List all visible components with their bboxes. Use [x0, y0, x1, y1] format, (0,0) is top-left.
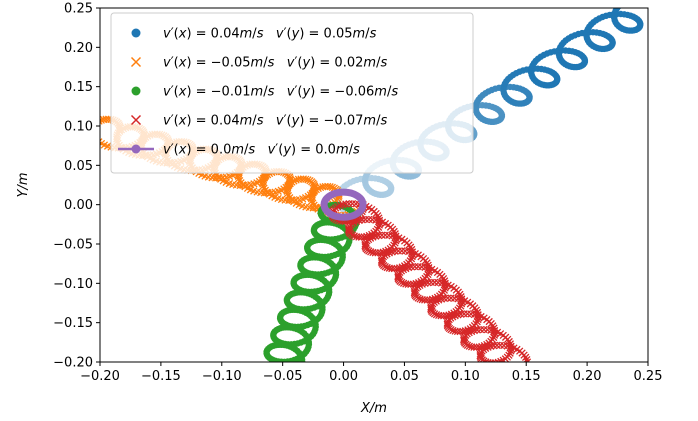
y-tick-label: 0.10 — [64, 120, 93, 135]
point — [467, 343, 476, 351]
y-tick-label: −0.20 — [53, 356, 93, 371]
point — [624, 0, 630, 4]
point — [658, 0, 664, 2]
y-tick-label: −0.10 — [53, 277, 93, 292]
point — [328, 183, 336, 191]
x-tick-label: 0.10 — [451, 369, 480, 384]
x-tick-label: 0.00 — [329, 369, 358, 384]
point — [100, 138, 103, 146]
legend-label: v′(x) = 0.0m/s v′(y) = 0.0m/s — [163, 143, 360, 158]
y-tick-label: 0.00 — [64, 198, 93, 213]
point — [418, 296, 426, 304]
point — [660, 0, 666, 3]
x-tick-label: −0.10 — [202, 369, 242, 384]
point — [631, 0, 637, 1]
point — [451, 327, 459, 335]
point — [402, 280, 410, 288]
point — [489, 359, 497, 362]
x-axis-label: X/m — [360, 401, 387, 416]
point — [664, 1, 670, 7]
point — [385, 264, 394, 272]
legend-marker — [130, 56, 142, 68]
y-tick-label: −0.05 — [53, 238, 93, 253]
x-tick-label: 0.15 — [512, 369, 541, 384]
legend-marker — [130, 114, 142, 126]
point — [618, 1, 624, 7]
series-5 — [320, 188, 367, 221]
point — [310, 186, 318, 194]
legend-entry: v′(x) = −0.05m/s v′(y) = 0.02m/s — [130, 56, 387, 71]
legend-entry: v′(x) = −0.01m/s v′(y) = −0.06m/s — [131, 85, 398, 100]
x-tick-label: 0.25 — [634, 369, 663, 384]
legend-label: v′(x) = −0.01m/s v′(y) = −0.06m/s — [163, 85, 398, 100]
y-tick-label: −0.15 — [53, 316, 93, 331]
plot-frame — [99, 7, 649, 363]
point — [663, 0, 669, 6]
legend-marker — [131, 144, 141, 154]
point — [662, 0, 668, 4]
x-tick-label: 0.20 — [573, 369, 602, 384]
point — [523, 358, 532, 362]
legend-label: v′(x) = −0.05m/s v′(y) = 0.02m/s — [163, 56, 387, 71]
point — [497, 357, 505, 362]
point — [621, 0, 627, 5]
series-line — [320, 188, 367, 221]
point — [655, 0, 661, 1]
ticks-layer: −0.20 −0.15 −0.10 −0.05 0.00 0.05 0.10 0.15 0.20… — [53, 2, 662, 385]
legend-entry: v′(x) = 0.04m/s v′(y) = −0.07m/s — [130, 114, 387, 129]
point — [484, 358, 492, 362]
legend-label: v′(x) = 0.04m/s v′(y) = −0.07m/s — [163, 114, 387, 129]
point — [352, 233, 361, 241]
legend-box — [110, 12, 474, 174]
y-tick-label: 0.15 — [64, 80, 93, 95]
point — [100, 118, 101, 126]
legend: v′(x) = 0.04m/s v′(y) = 0.05m/s v′(x) = −… — [110, 12, 474, 174]
y-tick-label: 0.20 — [64, 41, 93, 56]
point — [100, 136, 101, 143]
x-tick-label: 0.05 — [390, 369, 419, 384]
point — [92, 135, 98, 141]
legend-marker — [131, 86, 141, 96]
x-tick-label: −0.20 — [80, 369, 120, 384]
legend-entry: v′(x) = 0.04m/s v′(y) = 0.05m/s — [131, 27, 377, 42]
point — [100, 117, 103, 125]
point — [435, 311, 443, 320]
x-tick-label: −0.15 — [141, 369, 181, 384]
legend-entry: v′(x) = 0.0m/s v′(y) = 0.0m/s — [118, 143, 360, 158]
point — [369, 248, 377, 257]
point — [486, 359, 495, 362]
legend-label: v′(x) = 0.04m/s v′(y) = 0.05m/s — [163, 27, 377, 42]
y-tick-label: 0.25 — [64, 2, 93, 17]
x-tick-label: −0.05 — [263, 369, 303, 384]
point — [627, 0, 633, 2]
point — [286, 178, 294, 186]
legend-marker — [131, 28, 141, 38]
point — [499, 356, 507, 362]
point — [304, 176, 312, 184]
y-axis-label: Y/m — [16, 173, 31, 198]
point — [326, 183, 334, 191]
point — [299, 358, 306, 362]
point — [302, 175, 310, 183]
y-tick-label: 0.05 — [64, 159, 93, 174]
